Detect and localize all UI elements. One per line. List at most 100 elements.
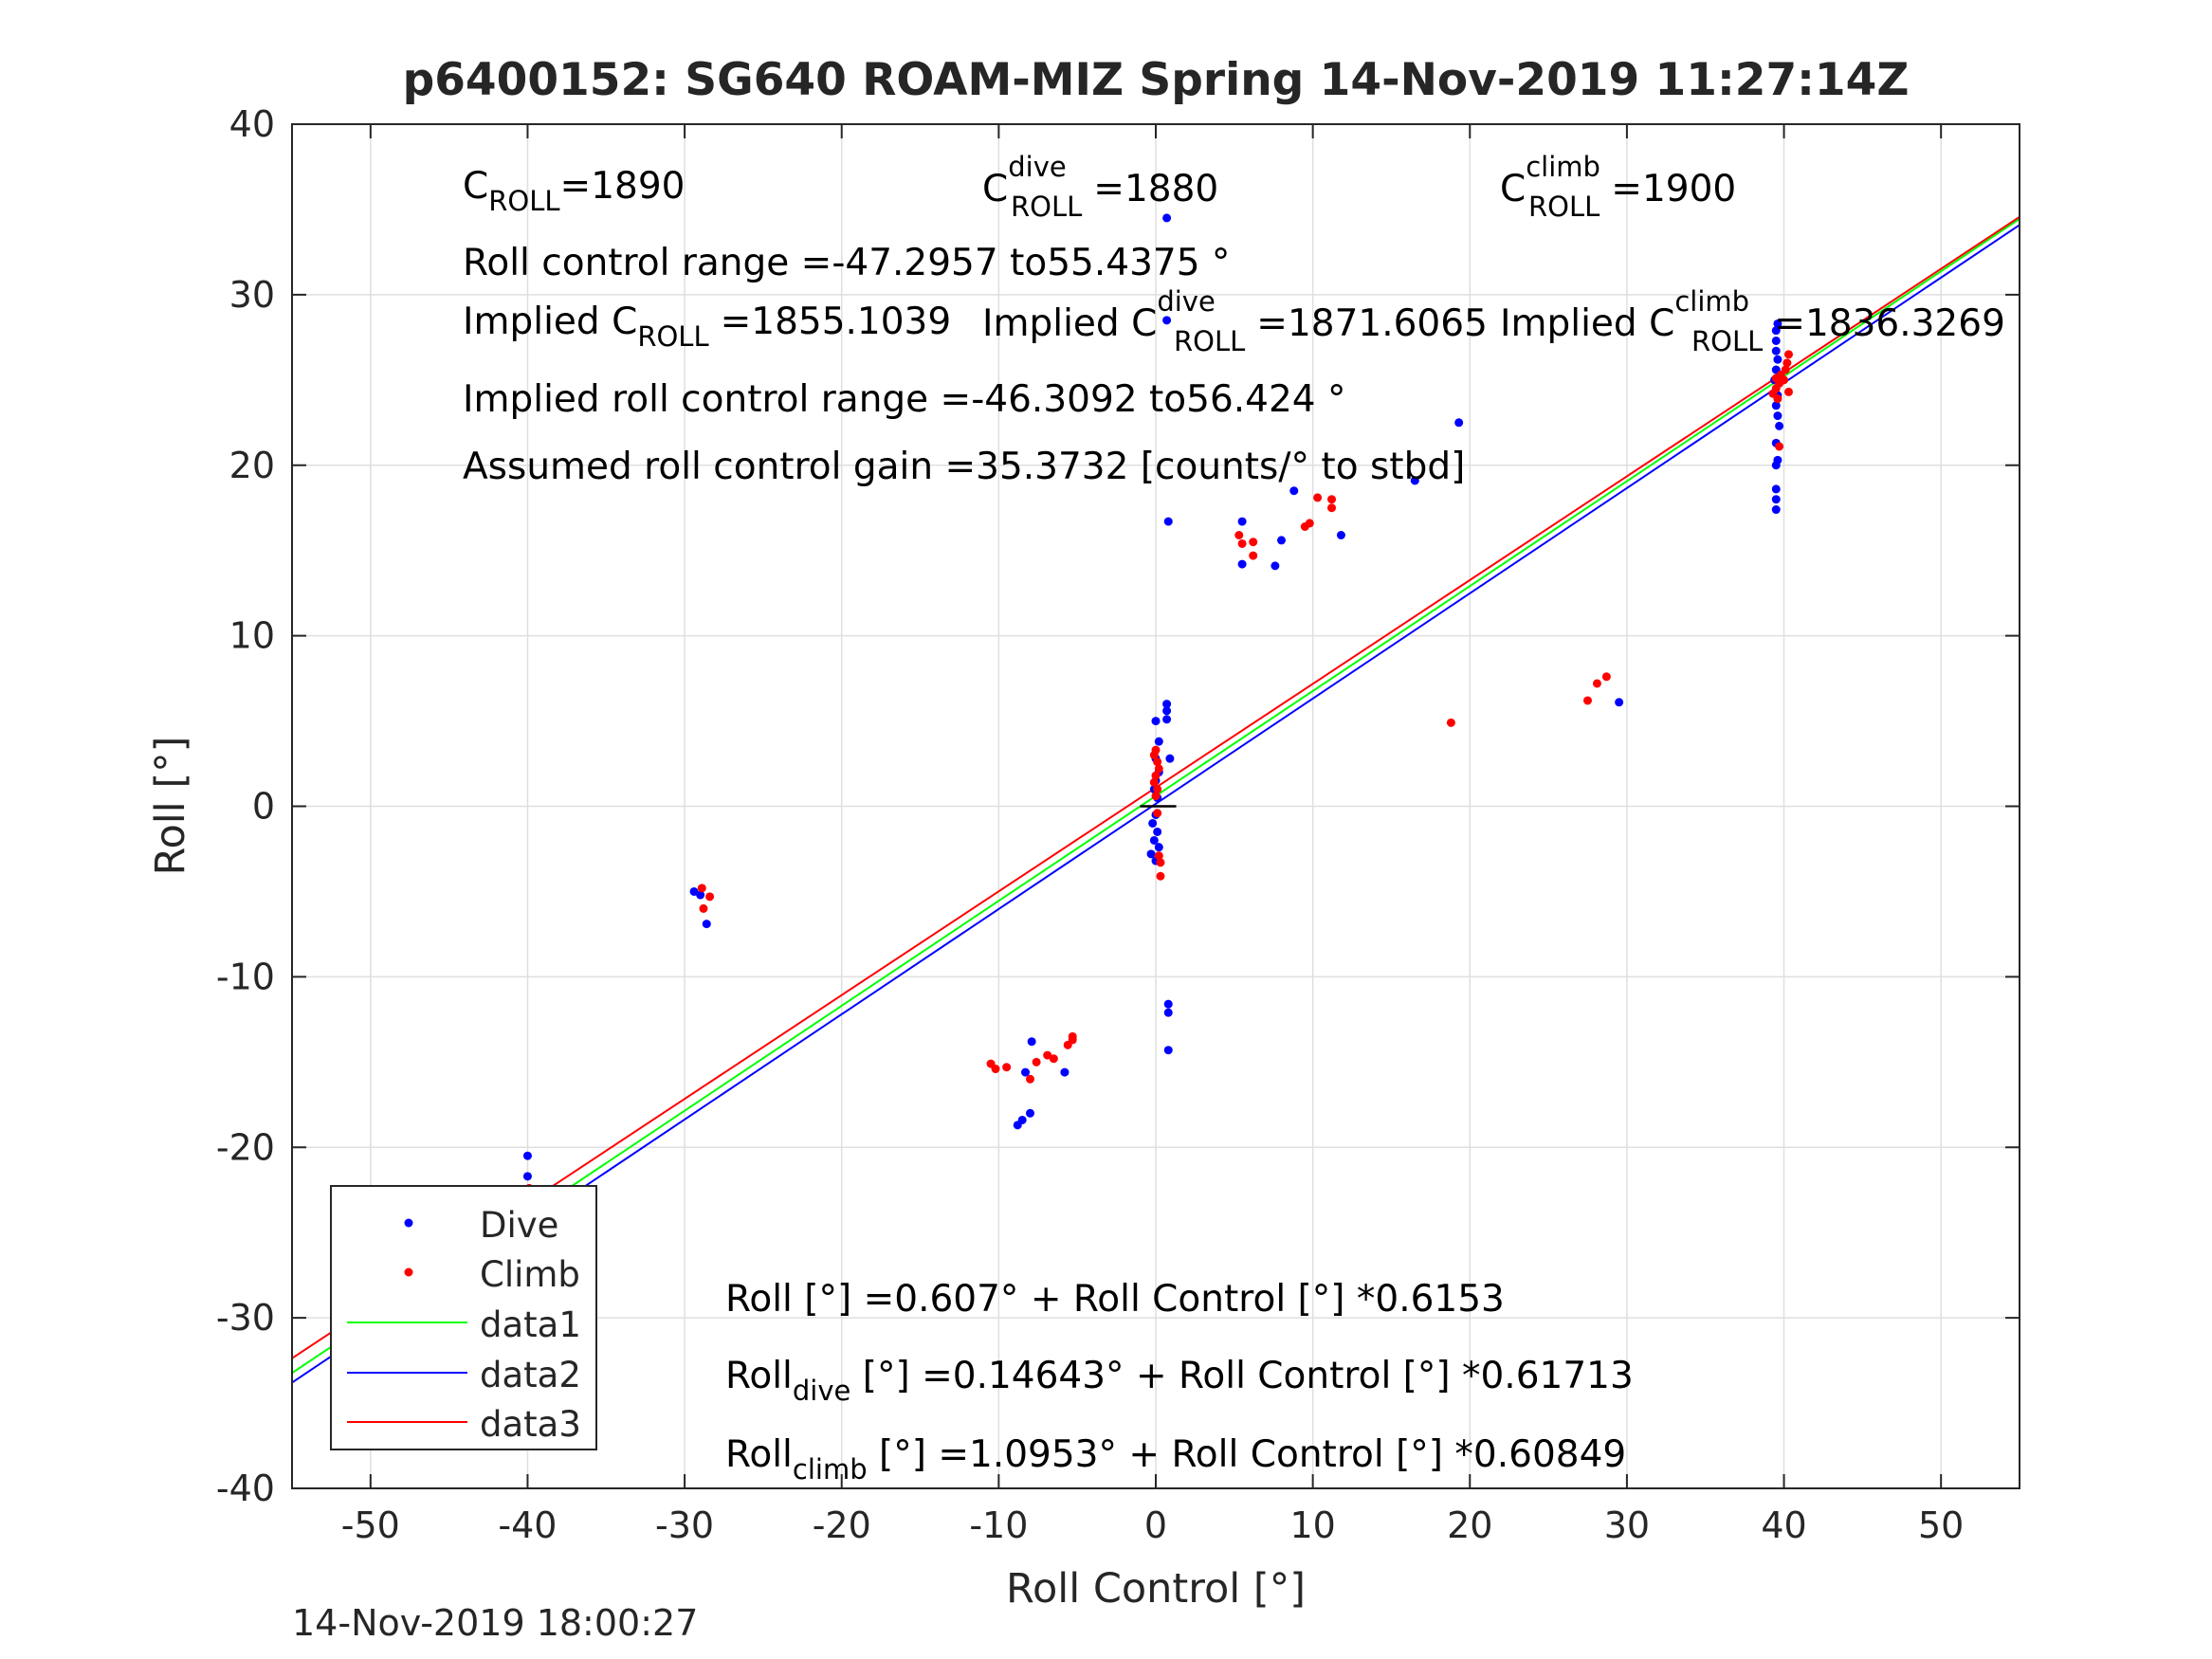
implied-c-roll-dive-annotation: Implied Cdive ROLL =1871.6065 — [982, 285, 1488, 357]
implied-c-roll-annotation: Implied CROLL =1855.1039 — [463, 301, 951, 353]
point-climb — [1025, 1074, 1034, 1084]
point-dive — [1154, 737, 1163, 746]
point-dive — [1154, 843, 1163, 852]
x-tick-label: 40 — [1761, 1504, 1806, 1546]
point-dive — [1289, 486, 1299, 496]
point-dive — [1017, 1115, 1027, 1124]
legend-marker — [404, 1218, 413, 1228]
point-climb — [1327, 503, 1337, 513]
implied-c-roll-climb-annotation: Implied Cclimb ROLL =1836.3269 — [1500, 285, 2005, 357]
point-dive — [1771, 336, 1781, 345]
point-climb — [1153, 785, 1162, 794]
y-tick-label: -40 — [216, 1468, 275, 1509]
implied-range-annotation: Implied roll control range =-46.3092 to5… — [463, 378, 1346, 421]
c-roll-climb-annotation: Cclimb ROLL =1900 — [1500, 151, 1736, 223]
point-climb — [1773, 394, 1782, 404]
point-climb — [1156, 858, 1165, 867]
x-axis-label: Roll Control [°] — [1006, 1565, 1306, 1613]
point-climb — [1154, 764, 1163, 774]
point-dive — [522, 1151, 532, 1160]
y-axis-label: Roll [°] — [147, 737, 194, 876]
equation-all-text: Roll [°] =0.607° + Roll Control [°] *0.6… — [725, 1278, 1505, 1321]
point-dive — [1162, 715, 1172, 724]
point-dive — [1775, 421, 1784, 430]
point-dive — [1163, 517, 1173, 526]
x-tick-label: 30 — [1604, 1504, 1650, 1546]
point-dive — [1025, 1108, 1034, 1118]
point-dive — [1271, 561, 1280, 571]
c-roll-dive-annotation: Cdive ROLL =1880 — [982, 151, 1218, 223]
point-climb — [1156, 871, 1165, 881]
point-dive — [1771, 505, 1781, 515]
equation-dive: Rolldive [°] =0.14643° + Roll Control [°… — [725, 1355, 1634, 1407]
point-dive — [1151, 717, 1161, 726]
equation-climb: Rollclimb [°] =1.0953° + Roll Control [°… — [725, 1433, 1626, 1486]
point-climb — [1043, 1050, 1052, 1060]
point-dive — [1615, 698, 1624, 707]
x-tick-label: -20 — [813, 1504, 871, 1546]
point-climb — [1151, 745, 1161, 755]
axis-ticks: -50 -40 -30 -20 -10 0 10 20 30 40 50 -40 -30 -20 -10 0 1… — [216, 103, 2020, 1546]
point-dive — [1773, 319, 1782, 328]
data-points — [518, 213, 1794, 1280]
y-tick-label: -10 — [216, 956, 275, 997]
legend-label: data2 — [480, 1355, 581, 1395]
y-tick-label: 40 — [229, 103, 275, 145]
point-dive — [1454, 418, 1464, 428]
point-dive — [1771, 326, 1781, 336]
point-dive — [1773, 455, 1782, 465]
y-tick-label: -20 — [216, 1126, 275, 1168]
legend-entries: Dive Climb data1 data2 data3 — [347, 1205, 581, 1445]
point-dive — [522, 1172, 532, 1181]
point-dive — [696, 890, 705, 900]
point-climb — [1237, 538, 1247, 548]
point-dive — [1149, 835, 1159, 845]
point-dive — [1163, 1008, 1173, 1017]
point-dive — [1410, 476, 1419, 485]
point-dive — [1163, 999, 1173, 1009]
point-dive — [1336, 530, 1345, 539]
point-dive — [1771, 401, 1781, 410]
point-dive — [1771, 495, 1781, 504]
legend-marker — [404, 1267, 413, 1277]
point-climb — [1601, 672, 1611, 682]
point-climb — [1592, 679, 1601, 688]
point-dive — [1162, 316, 1172, 325]
point-climb — [1313, 493, 1323, 502]
point-climb — [1305, 519, 1314, 528]
legend: Dive Climb data1 data2 data3 — [330, 1185, 597, 1450]
point-climb — [1153, 757, 1162, 767]
point-dive — [1027, 1037, 1036, 1047]
point-climb — [1153, 809, 1162, 818]
point-dive — [1146, 849, 1156, 859]
legend-label: Dive — [480, 1205, 558, 1246]
point-dive — [1060, 1067, 1069, 1077]
roll-control-range-annotation: Roll control range =-47.2957 to55.4375 ° — [463, 242, 1230, 284]
point-dive — [1162, 700, 1172, 709]
point-climb — [705, 892, 715, 902]
point-dive — [1771, 346, 1781, 356]
y-tick-label: 20 — [229, 445, 275, 486]
legend-label: data3 — [480, 1404, 581, 1445]
point-climb — [1327, 495, 1337, 504]
point-climb — [991, 1065, 1000, 1074]
point-climb — [699, 903, 708, 913]
point-dive — [1163, 1046, 1173, 1055]
point-dive — [1773, 411, 1782, 421]
point-climb — [1446, 718, 1455, 727]
x-tick-label: -30 — [655, 1504, 714, 1546]
x-tick-label: -10 — [969, 1504, 1028, 1546]
point-climb — [1781, 365, 1790, 374]
point-climb — [697, 884, 706, 893]
point-dive — [702, 920, 711, 929]
point-climb — [1780, 375, 1789, 385]
assumed-gain-annotation: Assumed roll control gain =35.3732 [coun… — [463, 446, 1465, 488]
point-dive — [1277, 536, 1287, 545]
point-dive — [1237, 517, 1247, 526]
point-climb — [1782, 358, 1792, 368]
legend-box — [330, 1185, 597, 1450]
point-dive — [1165, 754, 1175, 763]
point-climb — [1068, 1031, 1077, 1041]
legend-label: Climb — [480, 1254, 580, 1295]
